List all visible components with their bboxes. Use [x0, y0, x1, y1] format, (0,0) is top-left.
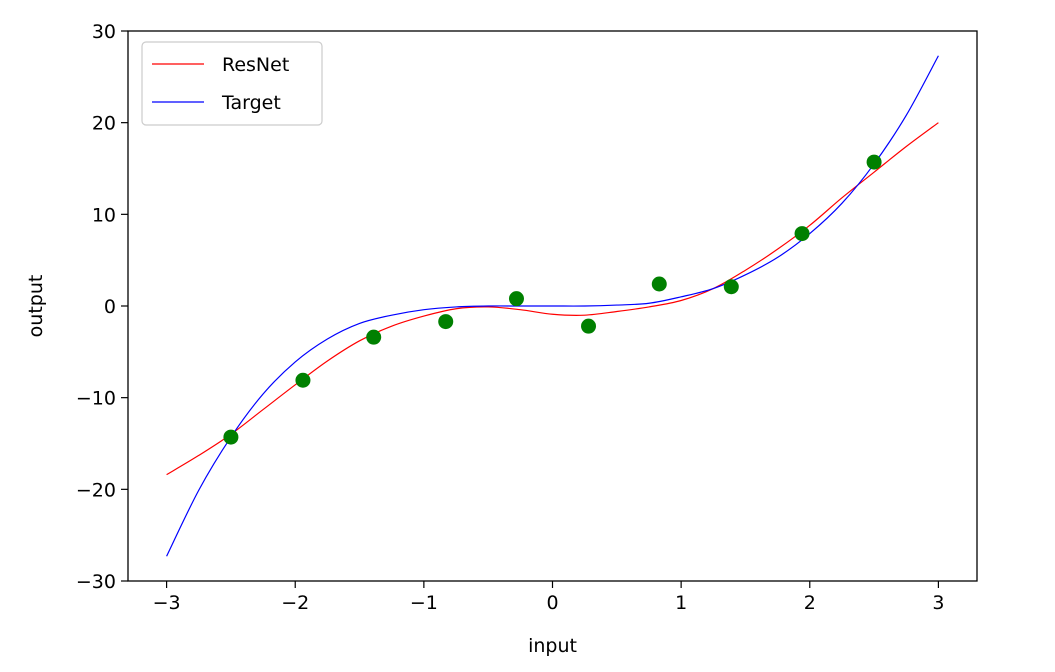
- series-layer: [166, 55, 939, 557]
- y-tick-label: 0: [104, 296, 116, 318]
- x-tick-label: −3: [153, 592, 181, 614]
- scatter-point: [295, 372, 311, 388]
- y-axis: −30 −20 −10 0 10 20 30: [76, 21, 128, 593]
- scatter-point: [794, 226, 810, 242]
- y-tick-label: −20: [76, 479, 116, 501]
- legend-box: [141, 41, 323, 126]
- x-tick-label: −1: [410, 592, 438, 614]
- y-tick-label: 30: [92, 21, 116, 43]
- scatter-point: [223, 429, 239, 445]
- x-axis-label: input: [528, 635, 577, 657]
- scatter-point: [508, 291, 524, 307]
- x-tick-label: 0: [546, 592, 558, 614]
- scatter-point: [651, 276, 667, 292]
- x-tick-label: −2: [281, 592, 309, 614]
- y-axis-label: output: [25, 275, 47, 338]
- legend-label-target: Target: [221, 92, 281, 114]
- scatter-point: [366, 329, 382, 345]
- y-tick-label: −10: [76, 388, 116, 410]
- x-axis: −3 −2 −1 0 1 2 3: [153, 581, 944, 614]
- legend: ResNet Target: [141, 41, 323, 126]
- x-tick-label: 3: [932, 592, 944, 614]
- y-tick-label: 20: [92, 113, 116, 135]
- y-tick-label: 10: [92, 204, 116, 226]
- series-line-target: [166, 55, 939, 557]
- series-line-resnet: [166, 122, 939, 476]
- x-tick-label: 2: [804, 592, 816, 614]
- scatter-point: [581, 318, 597, 334]
- scatter-point: [866, 154, 882, 170]
- y-tick-label: −30: [76, 571, 116, 593]
- legend-label-resnet: ResNet: [222, 54, 289, 76]
- x-tick-label: 1: [675, 592, 687, 614]
- scatter-point: [438, 314, 454, 330]
- scatter-point: [723, 279, 739, 295]
